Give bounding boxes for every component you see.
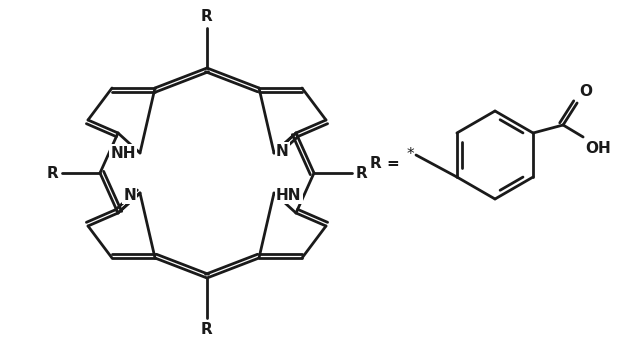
Text: HN: HN bbox=[276, 188, 301, 202]
Text: R: R bbox=[201, 322, 213, 337]
Text: NH: NH bbox=[111, 146, 136, 161]
Text: N: N bbox=[124, 188, 136, 202]
Text: *: * bbox=[406, 147, 414, 163]
Text: N: N bbox=[276, 144, 289, 158]
Text: O: O bbox=[579, 84, 592, 99]
Text: OH: OH bbox=[585, 141, 611, 156]
Text: R =: R = bbox=[370, 155, 400, 171]
Text: R: R bbox=[356, 165, 368, 181]
Text: R: R bbox=[46, 165, 58, 181]
Text: R: R bbox=[201, 9, 213, 24]
